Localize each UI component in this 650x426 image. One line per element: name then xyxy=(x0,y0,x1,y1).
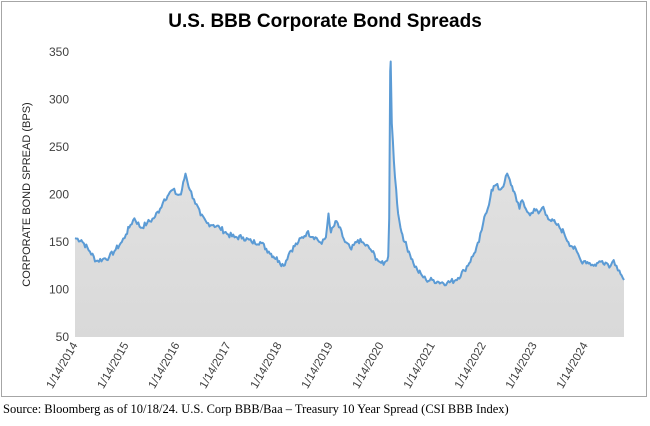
spread-line xyxy=(74,60,625,287)
y-tick-label: 250 xyxy=(49,140,69,154)
y-tick-label: 300 xyxy=(49,93,69,107)
x-tick-label: 1/14/2021 xyxy=(402,341,438,391)
x-tick-label: 1/14/2015 xyxy=(96,341,132,391)
x-tick-label: 1/14/2014 xyxy=(45,340,81,391)
x-tick-label: 1/14/2018 xyxy=(249,341,285,391)
x-tick-label: 1/14/2016 xyxy=(147,341,183,391)
x-tick-label: 1/14/2023 xyxy=(504,341,540,391)
x-tick-label: 1/14/2019 xyxy=(300,341,336,391)
x-tick-label: 1/14/2020 xyxy=(351,341,387,391)
y-tick-label: 50 xyxy=(56,330,70,344)
y-tick-label: 350 xyxy=(49,45,69,59)
y-tick-label: 100 xyxy=(49,283,69,297)
x-tick-label: 1/14/2022 xyxy=(453,341,489,391)
source-note: Source: Bloomberg as of 10/18/24. U.S. C… xyxy=(3,402,509,416)
y-tick-label: 200 xyxy=(49,188,69,202)
y-axis-label: CORPORATE BOND SPREAD (BPS) xyxy=(21,102,33,286)
x-tick-label: 1/14/2024 xyxy=(555,340,591,391)
x-tick-label: 1/14/2017 xyxy=(198,341,234,391)
spread-area xyxy=(75,61,624,337)
y-tick-label: 150 xyxy=(49,235,69,249)
chart-title: U.S. BBB Corporate Bond Spreads xyxy=(168,11,482,32)
